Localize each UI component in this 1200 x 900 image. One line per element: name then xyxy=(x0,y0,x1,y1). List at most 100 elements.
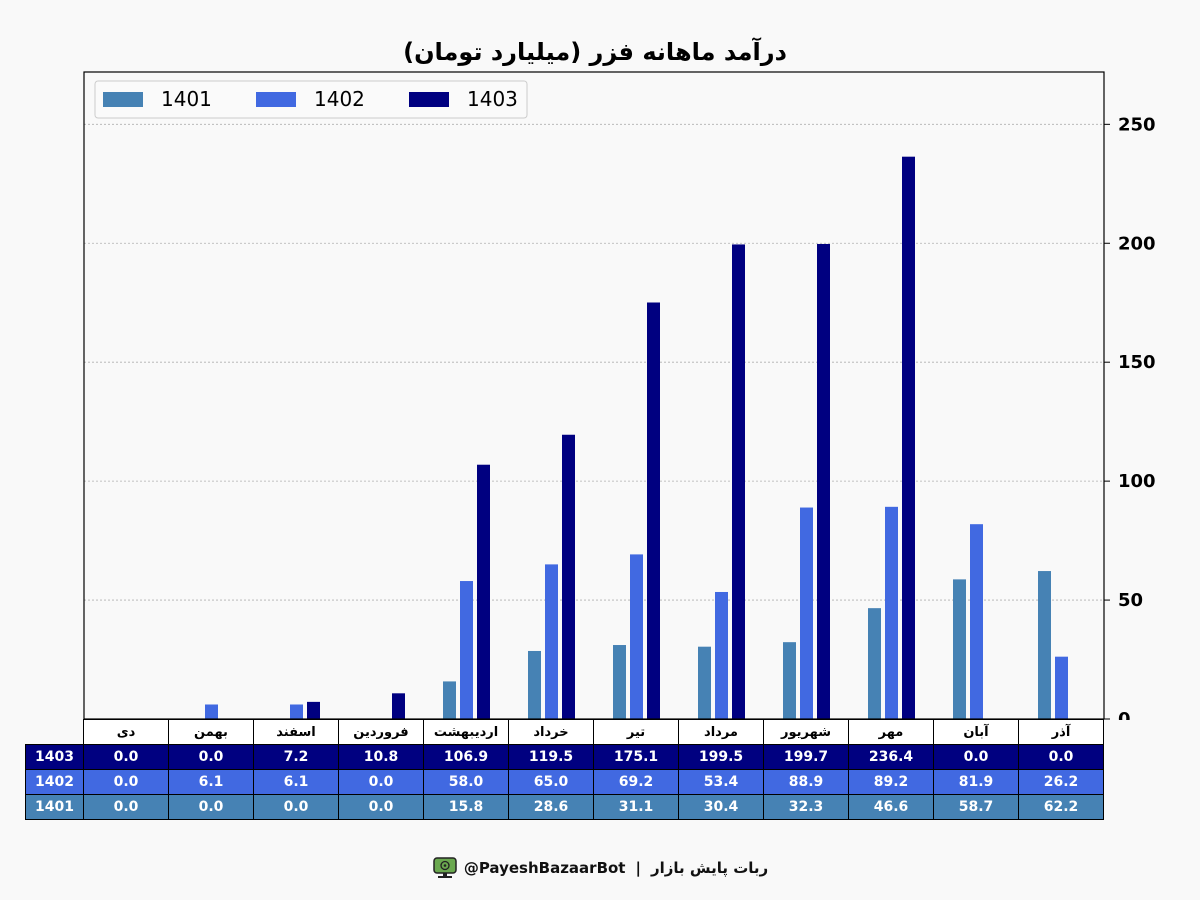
table-cell: 0.0 xyxy=(933,744,1019,770)
bar-1402-6 xyxy=(630,554,643,719)
table-header-cell: مرداد xyxy=(678,719,764,745)
table-cell: 6.1 xyxy=(168,769,254,795)
table-cell: 7.2 xyxy=(253,744,339,770)
bar-1403-5 xyxy=(562,434,575,719)
table-cell: 81.9 xyxy=(933,769,1019,795)
table-header-cell: آبان xyxy=(933,719,1019,745)
bar-1402-5 xyxy=(545,564,558,719)
y-tick-label: 250 xyxy=(1118,114,1156,135)
table-cell: 0.0 xyxy=(338,794,424,820)
table-cell: 119.5 xyxy=(508,744,594,770)
legend-swatch-1401 xyxy=(103,92,143,107)
grid-lines xyxy=(84,123,1104,601)
table-cell: 88.9 xyxy=(763,769,849,795)
legend-swatch-1403 xyxy=(409,92,449,107)
table-header-cell: فروردین xyxy=(338,719,424,745)
table-header-cell: اسفند xyxy=(253,719,339,745)
bars xyxy=(205,156,1068,719)
legend-box xyxy=(94,80,528,119)
table-header-cell: شهریور xyxy=(763,719,849,745)
table-cell: 0.0 xyxy=(253,794,339,820)
bar-1403-9 xyxy=(902,156,915,719)
legend-label-1403: 1403 xyxy=(467,87,518,111)
legend-swatch-1402 xyxy=(256,92,296,107)
bar-1403-3 xyxy=(392,693,405,719)
data-table: دی بهمن اسفند فروردین اردیبهشت خرداد تیر مرداد ش… xyxy=(25,719,1104,820)
bar-1401-6 xyxy=(613,645,626,719)
table-header-cell: مهر xyxy=(848,719,934,745)
plot-frame xyxy=(83,71,1105,720)
table-cell: 199.5 xyxy=(678,744,764,770)
bar-1402-4 xyxy=(460,581,473,719)
bar-1402-11 xyxy=(1055,656,1068,719)
bar-1403-6 xyxy=(647,302,660,719)
table-row-label: 1401 xyxy=(25,794,84,820)
table-row: 1402 0.0 6.1 6.1 0.0 58.0 65.0 69.2 53.4 88.9 89.2… xyxy=(25,769,1104,795)
y-tick-label: 50 xyxy=(1118,590,1143,611)
table-cell: 58.7 xyxy=(933,794,1019,820)
table-row: 1401 0.0 0.0 0.0 0.0 15.8 28.6 31.1 30.4 32.3 46.6… xyxy=(25,794,1104,820)
table-cell: 62.2 xyxy=(1018,794,1104,820)
table-cell: 89.2 xyxy=(848,769,934,795)
table-cell: 106.9 xyxy=(423,744,509,770)
table-cell: 58.0 xyxy=(423,769,509,795)
bar-1401-5 xyxy=(528,650,541,719)
bar-1401-4 xyxy=(443,681,456,719)
footer: @PayeshBazaarBot | ربات پایش بازار xyxy=(0,856,1200,880)
bar-1401-11 xyxy=(1038,571,1051,719)
y-tick-label: 200 xyxy=(1118,233,1156,254)
bar-1401-7 xyxy=(698,646,711,719)
table-header-cell: بهمن xyxy=(168,719,254,745)
table-cell: 0.0 xyxy=(168,794,254,820)
legend-label-1401: 1401 xyxy=(161,87,212,111)
table-cell: 26.2 xyxy=(1018,769,1104,795)
bot-name: ربات پایش بازار xyxy=(650,859,769,877)
y-axis: 0 50 100 150 200 250 xyxy=(1104,114,1156,720)
table-cell: 28.6 xyxy=(508,794,594,820)
footer-separator: | xyxy=(635,859,641,877)
table-cell: 31.1 xyxy=(593,794,679,820)
chart: درآمد ماهانه فزر (میلیارد تومان) 0 50 100 1… xyxy=(83,37,1156,720)
table-cell: 10.8 xyxy=(338,744,424,770)
table-cell: 236.4 xyxy=(848,744,934,770)
table-cell: 6.1 xyxy=(253,769,339,795)
bar-1401-10 xyxy=(953,579,966,719)
table-cell: 0.0 xyxy=(83,769,169,795)
bar-1402-9 xyxy=(885,506,898,719)
table-header-cell: تیر xyxy=(593,719,679,745)
table-cell: 199.7 xyxy=(763,744,849,770)
bar-1402-10 xyxy=(970,524,983,719)
bar-1403-7 xyxy=(732,244,745,719)
table-cell: 32.3 xyxy=(763,794,849,820)
table-row-label: 1403 xyxy=(25,744,84,770)
table-cell: 15.8 xyxy=(423,794,509,820)
table-header-cell: خرداد xyxy=(508,719,594,745)
table-cell: 0.0 xyxy=(1018,744,1104,770)
table-header-cell: آذر xyxy=(1018,719,1104,745)
table-cell: 0.0 xyxy=(338,769,424,795)
bar-1401-9 xyxy=(868,608,881,719)
bar-1402-1 xyxy=(205,704,218,719)
table-row-label: 1402 xyxy=(25,769,84,795)
bar-1402-8 xyxy=(800,507,813,719)
table-cell: 69.2 xyxy=(593,769,679,795)
chart-title: درآمد ماهانه فزر (میلیارد تومان) xyxy=(403,37,787,66)
legend: 1401 1402 1403 xyxy=(94,80,528,119)
y-tick-label: 150 xyxy=(1118,352,1156,373)
table-cell: 46.6 xyxy=(848,794,934,820)
table-cell: 175.1 xyxy=(593,744,679,770)
bar-1403-2 xyxy=(307,701,320,719)
bar-1403-8 xyxy=(817,243,830,719)
table-cell: 0.0 xyxy=(83,794,169,820)
table-cell: 0.0 xyxy=(168,744,254,770)
legend-label-1402: 1402 xyxy=(314,87,365,111)
y-tick-label: 100 xyxy=(1118,471,1156,492)
bar-1402-7 xyxy=(715,591,728,719)
bar-1403-4 xyxy=(477,464,490,719)
robot-icon xyxy=(432,856,458,880)
bar-1401-8 xyxy=(783,642,796,719)
table-corner xyxy=(25,719,84,745)
table-cell: 30.4 xyxy=(678,794,764,820)
table-header-cell: اردیبهشت xyxy=(423,719,509,745)
table-cell: 0.0 xyxy=(83,744,169,770)
